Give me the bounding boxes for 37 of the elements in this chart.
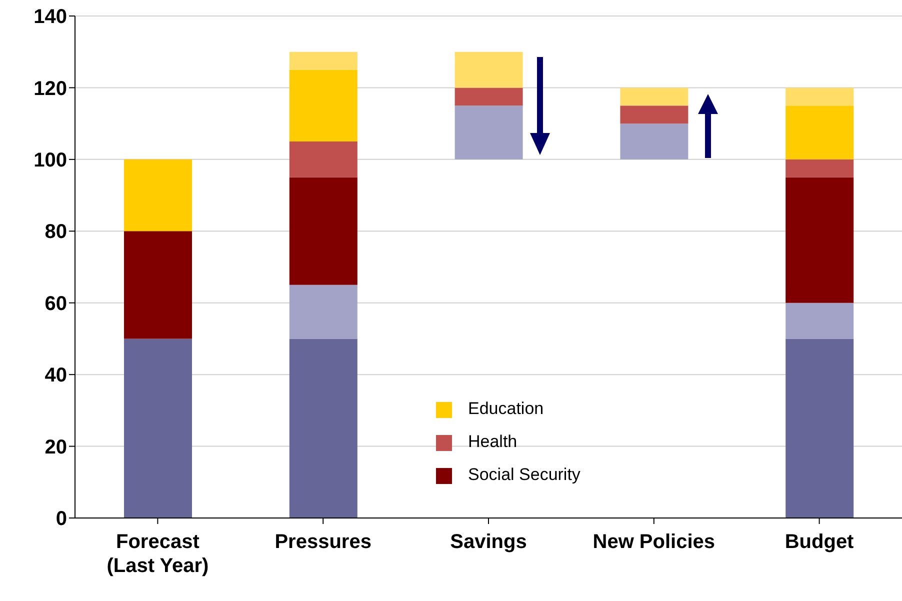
y-tick-label: 100	[34, 150, 67, 172]
bar	[289, 177, 358, 285]
legend-label: Health	[468, 432, 518, 451]
bar	[786, 177, 854, 303]
bar	[786, 88, 854, 106]
y-tick-label: 140	[34, 6, 67, 28]
bar	[289, 284, 358, 339]
bar	[124, 231, 192, 339]
y-tick-label: 0	[56, 508, 67, 530]
legend-label: Social Security	[468, 465, 580, 484]
bar	[786, 159, 854, 178]
y-tick-label: 20	[44, 436, 67, 458]
bar	[786, 302, 854, 339]
bar	[620, 88, 688, 106]
bar	[289, 338, 358, 518]
bar	[454, 52, 523, 88]
bar	[289, 52, 358, 70]
bar	[124, 338, 192, 518]
legend-label: Education	[468, 399, 544, 418]
bar	[124, 159, 192, 232]
x-tick-label: Budget	[784, 531, 854, 553]
bar	[786, 106, 854, 160]
y-tick-label: 80	[44, 221, 67, 244]
y-tick-label: 40	[44, 364, 67, 387]
x-tick-label: New Policies	[592, 531, 716, 553]
x-tick-label: Pressures	[274, 531, 372, 553]
x-tick-label: Forecast (Last Year)	[106, 531, 209, 577]
y-tick-label: 60	[44, 292, 67, 315]
y-tick-label: 120	[34, 78, 67, 100]
bar	[786, 338, 854, 518]
bar	[620, 124, 688, 160]
bar	[454, 106, 523, 160]
x-tick-label: Savings	[450, 531, 527, 553]
bar	[289, 142, 358, 178]
bar	[620, 106, 688, 124]
bar	[454, 88, 523, 106]
bar	[289, 70, 358, 142]
